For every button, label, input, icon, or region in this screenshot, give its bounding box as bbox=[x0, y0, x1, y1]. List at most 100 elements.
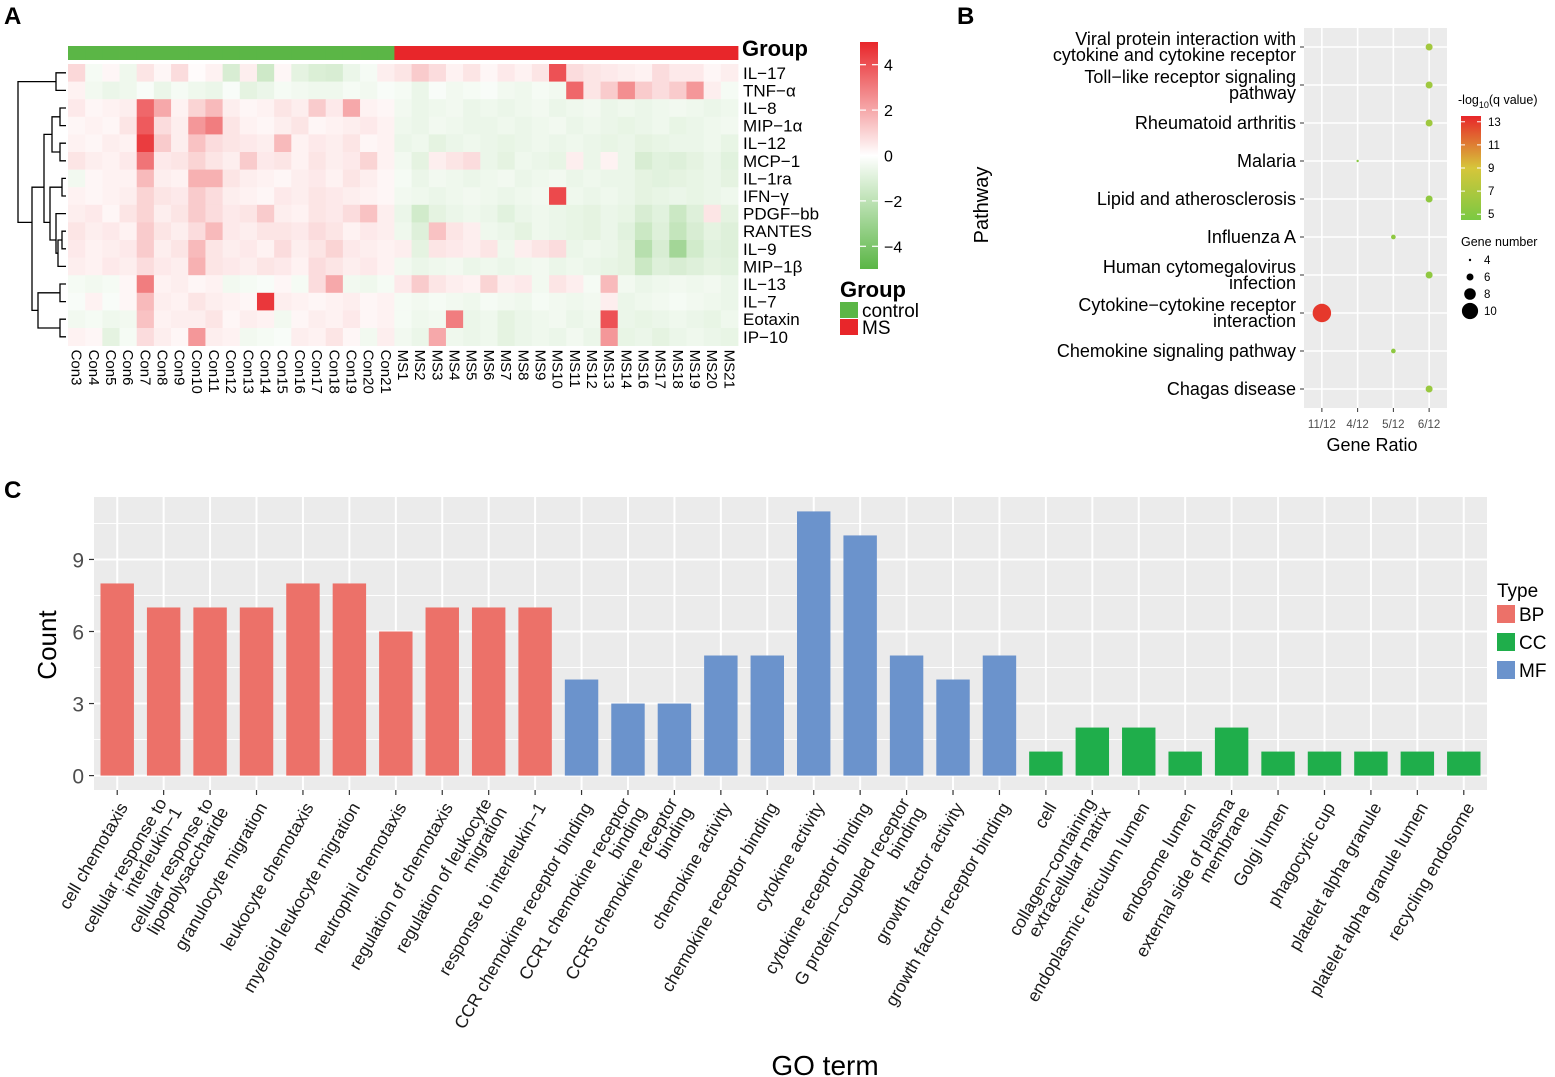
heatmap-cell bbox=[274, 134, 292, 153]
heatmap-cell bbox=[153, 64, 172, 82]
heatmap-cell bbox=[360, 99, 378, 118]
heatmap-cell bbox=[669, 116, 687, 135]
heatmap-cell bbox=[600, 222, 619, 241]
column-label: Con7 bbox=[136, 350, 153, 386]
heatmap-cell bbox=[102, 134, 120, 153]
heatmap-cell bbox=[171, 240, 189, 258]
column-label: MS14 bbox=[617, 350, 634, 389]
heatmap-cell bbox=[514, 116, 533, 135]
heatmap-cell bbox=[360, 328, 378, 346]
heatmap-cell bbox=[325, 81, 344, 100]
heatmap-cell bbox=[480, 204, 498, 223]
heatmap-cell bbox=[205, 64, 224, 82]
heatmap-cell bbox=[256, 99, 275, 118]
heatmap-cell bbox=[669, 187, 687, 206]
heatmap-cell bbox=[222, 187, 241, 206]
pathway-point bbox=[1425, 119, 1433, 127]
group-bar-label: Group bbox=[742, 36, 808, 61]
heatmap-cell bbox=[445, 275, 464, 294]
heatmap-cell bbox=[600, 116, 619, 135]
heatmap-cell bbox=[531, 116, 550, 135]
heatmap-cell bbox=[360, 257, 378, 276]
heatmap-cell bbox=[652, 99, 670, 118]
group-bar-cell bbox=[634, 46, 653, 60]
heatmap-cell bbox=[342, 204, 361, 223]
heatmap-cell bbox=[325, 257, 344, 276]
heatmap-cell bbox=[703, 292, 722, 311]
heatmap-cell bbox=[222, 222, 241, 241]
column-label: Con10 bbox=[188, 350, 205, 394]
column-labels: Con3 Con4 Con5 Con6 Con7 Con8 Con9 Con10 Con11 Co… bbox=[68, 350, 738, 394]
heatmap-cell bbox=[119, 99, 138, 118]
heatmap-cell bbox=[222, 64, 241, 82]
heatmap-cell bbox=[153, 81, 172, 100]
heatmap-cell bbox=[634, 99, 653, 118]
heatmap-cell bbox=[652, 240, 670, 258]
bar-mf bbox=[797, 511, 831, 776]
bar-cc bbox=[1029, 751, 1063, 776]
heatmap-cell bbox=[583, 257, 601, 276]
heatmap-cell bbox=[136, 99, 155, 118]
column-label: MS2 bbox=[411, 350, 428, 381]
bar-mf bbox=[611, 703, 645, 776]
heatmap-cell bbox=[308, 152, 327, 170]
heatmap-cell bbox=[360, 81, 378, 100]
heatmap-cell bbox=[85, 187, 103, 206]
pathway-point bbox=[1356, 159, 1359, 163]
heatmap-cell bbox=[497, 169, 516, 188]
heatmap-cell bbox=[411, 169, 430, 188]
heatmap-cell bbox=[377, 187, 395, 206]
heatmap-cell bbox=[256, 81, 275, 100]
bar-bp bbox=[286, 583, 320, 776]
heatmap-cell bbox=[394, 99, 412, 118]
pathway-label: Human cytomegalovirus bbox=[1103, 257, 1296, 277]
heatmap-cell bbox=[652, 222, 670, 241]
heatmap-cell bbox=[153, 240, 172, 258]
column-label: MS3 bbox=[428, 350, 445, 381]
heatmap-cell bbox=[102, 240, 120, 258]
heatmap-cell bbox=[600, 257, 619, 276]
heatmap-cell bbox=[617, 187, 636, 206]
size-legend-label: 10 bbox=[1484, 306, 1497, 318]
heatmap-cell bbox=[85, 152, 103, 170]
group-bar-cell bbox=[686, 46, 705, 60]
heatmap-cell bbox=[68, 328, 86, 346]
heatmap-cell bbox=[308, 134, 327, 153]
heatmap-cell bbox=[428, 257, 447, 276]
column-label: Con11 bbox=[205, 350, 222, 393]
heatmap-cell bbox=[325, 187, 344, 206]
group-bar-cell bbox=[652, 46, 670, 60]
heatmap-cell bbox=[291, 275, 309, 294]
heatmap-cell bbox=[291, 81, 309, 100]
heatmap-cell bbox=[617, 222, 636, 241]
heatmap-cell bbox=[171, 116, 189, 135]
heatmap-cell bbox=[463, 64, 481, 82]
heatmap-cell bbox=[188, 292, 206, 311]
heatmap-cell bbox=[205, 292, 224, 311]
heatmap-cell bbox=[394, 257, 412, 276]
bar-mf bbox=[657, 703, 692, 776]
heatmap-cell bbox=[119, 152, 138, 170]
heatmap-cell bbox=[205, 116, 224, 135]
heatmap-cell bbox=[566, 204, 584, 223]
heatmap-cell bbox=[497, 275, 516, 294]
heatmap-cell bbox=[531, 310, 550, 329]
group-bar-cell bbox=[102, 46, 120, 60]
pathway-label: interaction bbox=[1213, 311, 1296, 331]
heatmap-cell bbox=[153, 222, 172, 241]
column-label: Con5 bbox=[102, 350, 119, 386]
heatmap-cell bbox=[566, 310, 584, 329]
colorbar-tick-label: −4 bbox=[884, 239, 902, 256]
heatmap-cell bbox=[205, 169, 224, 188]
heatmap-cell bbox=[308, 204, 327, 223]
heatmap-cell bbox=[549, 257, 567, 276]
heatmap-cell bbox=[205, 310, 224, 329]
heatmap-cell bbox=[514, 328, 533, 346]
bar-bp bbox=[518, 607, 552, 776]
x-tick-label: 4/12 bbox=[1346, 419, 1368, 431]
legend-swatch-control bbox=[840, 302, 858, 318]
group-bar-cell bbox=[308, 46, 327, 60]
heatmap-cell bbox=[583, 328, 601, 346]
heatmap-cell bbox=[291, 64, 309, 82]
heatmap-cell bbox=[600, 310, 619, 329]
